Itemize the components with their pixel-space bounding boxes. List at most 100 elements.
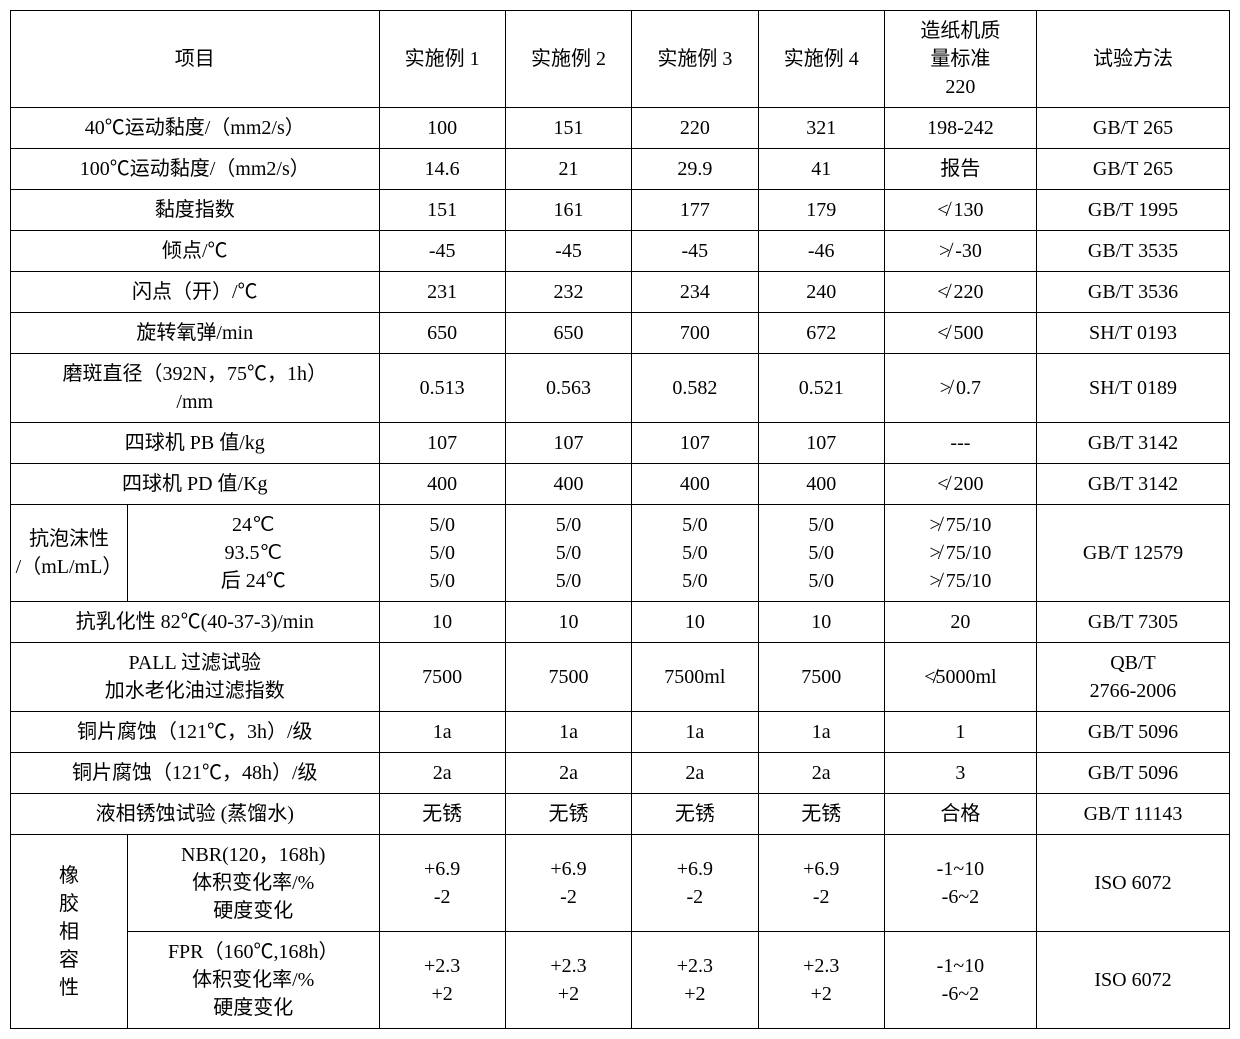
table-row: 液相锈蚀试验 (蒸馏水)无锈无锈无锈无锈合格GB/T 11143 — [11, 794, 1230, 835]
table-cell: 5/0 5/0 5/0 — [505, 505, 631, 602]
table-cell: NBR(120，168h) 体积变化率/% 硬度变化 — [127, 835, 379, 932]
table-cell: 报告 — [884, 149, 1036, 190]
table-cell: ≮5000ml — [884, 643, 1036, 712]
table-cell: SH/T 0189 — [1036, 354, 1229, 423]
table-cell: 198-242 — [884, 108, 1036, 149]
data-table: 项目 实施例 1 实施例 2 实施例 3 实施例 4 造纸机质 量标准 220 … — [10, 10, 1230, 1029]
table-cell: GB/T 3536 — [1036, 272, 1229, 313]
table-cell: 1a — [632, 712, 758, 753]
table-cell: ≯ -30 — [884, 231, 1036, 272]
table-cell: 14.6 — [379, 149, 505, 190]
table-cell: 41 — [758, 149, 884, 190]
table-cell: ≮ 200 — [884, 464, 1036, 505]
table-cell: GB/T 3142 — [1036, 464, 1229, 505]
table-cell: 40℃运动黏度/（mm2/s） — [11, 108, 380, 149]
table-cell: 177 — [632, 190, 758, 231]
table-cell: GB/T 5096 — [1036, 753, 1229, 794]
table-cell: 1 — [884, 712, 1036, 753]
table-cell: 四球机 PD 值/Kg — [11, 464, 380, 505]
table-cell: 2a — [632, 753, 758, 794]
table-cell: 672 — [758, 313, 884, 354]
table-cell: 232 — [505, 272, 631, 313]
table-row: 40℃运动黏度/（mm2/s）100151220321198-242GB/T 2… — [11, 108, 1230, 149]
header-method: 试验方法 — [1036, 11, 1229, 108]
table-cell: FPR（160℃,168h） 体积变化率/% 硬度变化 — [127, 932, 379, 1029]
table-cell: 7500 — [505, 643, 631, 712]
table-cell: 合格 — [884, 794, 1036, 835]
table-cell: 5/0 5/0 5/0 — [758, 505, 884, 602]
table-cell: 3 — [884, 753, 1036, 794]
table-row: 倾点/℃-45-45-45-46≯ -30GB/T 3535 — [11, 231, 1230, 272]
table-cell: GB/T 1995 — [1036, 190, 1229, 231]
table-cell: 2a — [758, 753, 884, 794]
table-row: 铜片腐蚀（121℃，48h）/级2a2a2a2a3GB/T 5096 — [11, 753, 1230, 794]
table-row: PALL 过滤试验 加水老化油过滤指数750075007500ml7500≮50… — [11, 643, 1230, 712]
table-cell: ≯ 0.7 — [884, 354, 1036, 423]
table-cell: PALL 过滤试验 加水老化油过滤指数 — [11, 643, 380, 712]
table-row: 抗乳化性 82℃(40-37-3)/min1010101020GB/T 7305 — [11, 602, 1230, 643]
table-cell: 1a — [505, 712, 631, 753]
table-cell: 黏度指数 — [11, 190, 380, 231]
table-cell: +6.9 -2 — [505, 835, 631, 932]
table-cell: 179 — [758, 190, 884, 231]
table-cell: ISO 6072 — [1036, 932, 1229, 1029]
table-cell: -45 — [505, 231, 631, 272]
table-cell: ≯ 75/10 ≯ 75/10 ≯ 75/10 — [884, 505, 1036, 602]
table-cell: 107 — [379, 423, 505, 464]
table-cell: SH/T 0193 — [1036, 313, 1229, 354]
table-cell: 2a — [379, 753, 505, 794]
table-cell: 151 — [379, 190, 505, 231]
table-cell: --- — [884, 423, 1036, 464]
table-row: 铜片腐蚀（121℃，3h）/级1a1a1a1a1GB/T 5096 — [11, 712, 1230, 753]
table-row: 四球机 PB 值/kg107107107107---GB/T 3142 — [11, 423, 1230, 464]
table-cell: 220 — [632, 108, 758, 149]
table-cell: GB/T 12579 — [1036, 505, 1229, 602]
table-cell: 5/0 5/0 5/0 — [632, 505, 758, 602]
table-row: 黏度指数151161177179≮ 130GB/T 1995 — [11, 190, 1230, 231]
table-row: 闪点（开）/℃231232234240≮ 220GB/T 3536 — [11, 272, 1230, 313]
table-cell: 107 — [758, 423, 884, 464]
table-cell: GB/T 11143 — [1036, 794, 1229, 835]
table-cell: 7500 — [379, 643, 505, 712]
table-cell: -46 — [758, 231, 884, 272]
table-cell: 400 — [505, 464, 631, 505]
table-cell: 铜片腐蚀（121℃，48h）/级 — [11, 753, 380, 794]
table-cell: QB/T 2766-2006 — [1036, 643, 1229, 712]
header-item: 项目 — [11, 11, 380, 108]
table-cell: 20 — [884, 602, 1036, 643]
table-cell: 10 — [632, 602, 758, 643]
table-cell: 旋转氧弹/min — [11, 313, 380, 354]
table-cell: 液相锈蚀试验 (蒸馏水) — [11, 794, 380, 835]
header-ex4: 实施例 4 — [758, 11, 884, 108]
table-cell: -1~10 -6~2 — [884, 932, 1036, 1029]
table-cell: 四球机 PB 值/kg — [11, 423, 380, 464]
table-cell: 700 — [632, 313, 758, 354]
table-cell: 161 — [505, 190, 631, 231]
table-cell: 0.563 — [505, 354, 631, 423]
table-cell: 0.521 — [758, 354, 884, 423]
table-cell: 倾点/℃ — [11, 231, 380, 272]
table-cell: 650 — [505, 313, 631, 354]
table-cell: 无锈 — [505, 794, 631, 835]
table-cell: -1~10 -6~2 — [884, 835, 1036, 932]
table-cell: 无锈 — [632, 794, 758, 835]
table-cell: ≮ 130 — [884, 190, 1036, 231]
table-cell: 10 — [758, 602, 884, 643]
table-cell: 240 — [758, 272, 884, 313]
table-cell: 650 — [379, 313, 505, 354]
table-cell: GB/T 265 — [1036, 149, 1229, 190]
table-cell: 橡 胶 相 容 性 — [11, 835, 128, 1029]
table-cell: +2.3 +2 — [505, 932, 631, 1029]
table-cell: GB/T 3142 — [1036, 423, 1229, 464]
header-ex1: 实施例 1 — [379, 11, 505, 108]
table-cell: 抗乳化性 82℃(40-37-3)/min — [11, 602, 380, 643]
table-cell: ≮ 500 — [884, 313, 1036, 354]
table-cell: 24℃ 93.5℃ 后 24℃ — [127, 505, 379, 602]
table-cell: GB/T 5096 — [1036, 712, 1229, 753]
table-cell: +6.9 -2 — [758, 835, 884, 932]
table-cell: GB/T 7305 — [1036, 602, 1229, 643]
table-cell: 磨斑直径（392N，75℃，1h） /mm — [11, 354, 380, 423]
table-row: 旋转氧弹/min650650700672≮ 500SH/T 0193 — [11, 313, 1230, 354]
table-cell: 29.9 — [632, 149, 758, 190]
table-cell: 400 — [758, 464, 884, 505]
